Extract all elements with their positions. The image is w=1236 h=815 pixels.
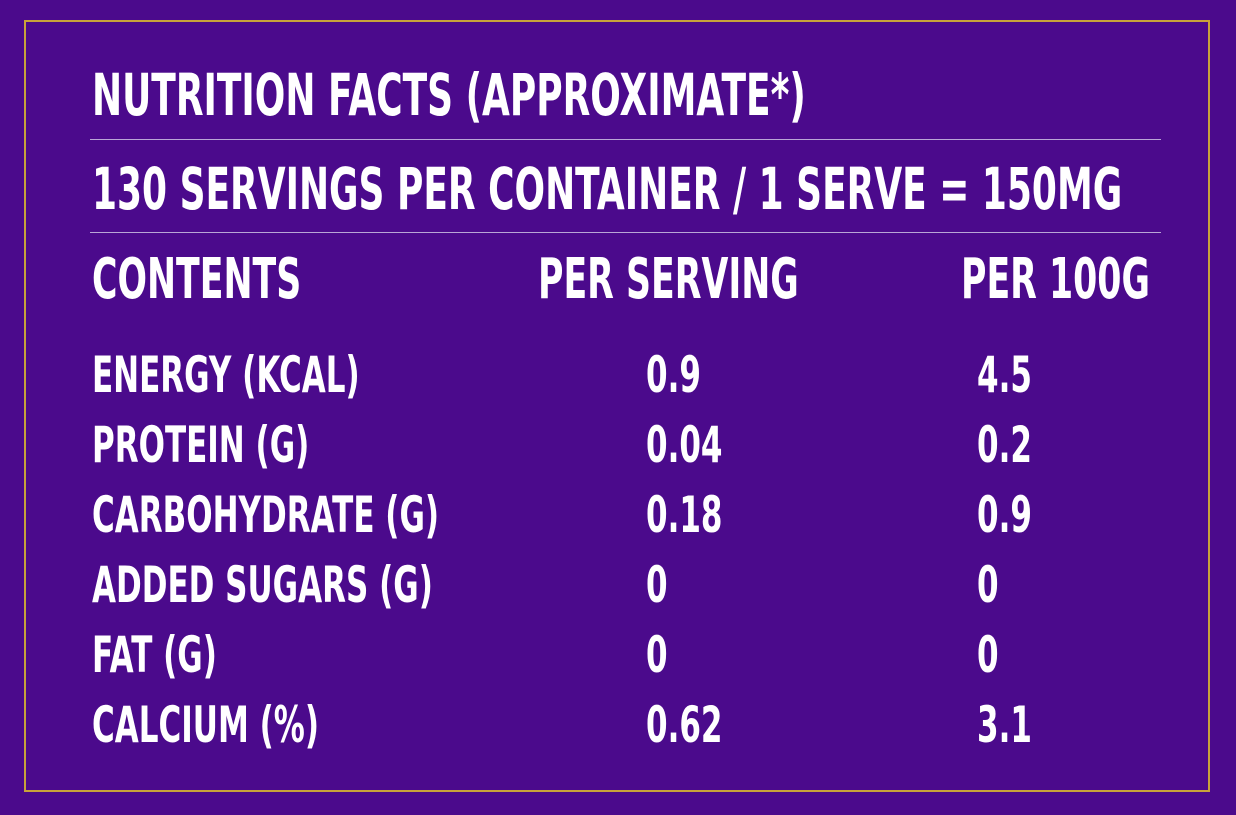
row-per-serving: 0.62 (646, 696, 723, 754)
header-contents: CONTENTS (92, 247, 302, 312)
row-per-serving: 0 (646, 556, 668, 614)
row-name: ADDED SUGARS (G) (92, 556, 433, 614)
row-name: CARBOHYDRATE (G) (92, 486, 440, 544)
row-per-100g: 3.1 (977, 696, 1032, 754)
row-name: CALCIUM (%) (92, 696, 319, 754)
header-per-100g: PER 100G (961, 247, 1150, 312)
row-per-serving: 0.04 (646, 416, 723, 474)
row-name: ENERGY (KCAL) (92, 346, 360, 404)
row-per-100g: 0.2 (977, 416, 1032, 474)
row-per-100g: 4.5 (977, 346, 1032, 404)
row-per-serving: 0 (646, 626, 668, 684)
row-name: FAT (G) (92, 626, 217, 684)
row-name: PROTEIN (G) (92, 416, 310, 474)
header-per-serving: PER SERVING (538, 247, 799, 312)
page-title: NUTRITION FACTS (APPROXIMATE*) (92, 61, 806, 129)
divider-top (90, 139, 1161, 140)
row-per-serving: 0.18 (646, 486, 723, 544)
row-per-100g: 0.9 (977, 486, 1032, 544)
divider-bottom (90, 232, 1161, 233)
gold-border-frame (24, 20, 1210, 792)
row-per-100g: 0 (977, 556, 999, 614)
row-per-serving: 0.9 (646, 346, 701, 404)
servings-line: 130 SERVINGS PER CONTAINER / 1 SERVE = 1… (92, 155, 1123, 223)
row-per-100g: 0 (977, 626, 999, 684)
